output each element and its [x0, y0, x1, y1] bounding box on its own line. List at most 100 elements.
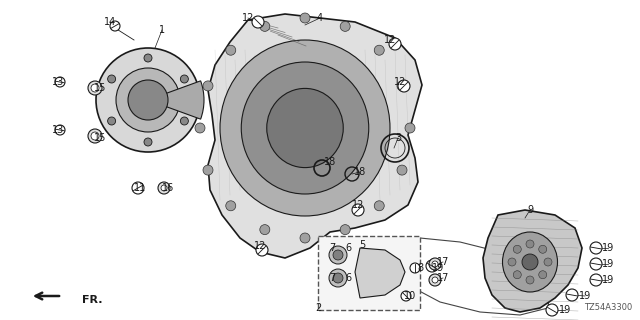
Circle shape [108, 75, 116, 83]
Text: 19: 19 [602, 243, 614, 253]
Ellipse shape [502, 232, 557, 292]
Circle shape [96, 48, 200, 152]
Text: 11: 11 [134, 183, 146, 193]
Circle shape [401, 291, 411, 301]
Circle shape [352, 204, 364, 216]
Bar [318, 236, 420, 310]
Circle shape [256, 244, 268, 256]
Circle shape [398, 80, 410, 92]
Circle shape [340, 21, 350, 31]
Circle shape [300, 13, 310, 23]
Circle shape [432, 261, 438, 267]
Text: 12: 12 [254, 241, 266, 251]
Circle shape [426, 260, 438, 272]
Circle shape [539, 271, 547, 279]
Polygon shape [355, 248, 405, 298]
Circle shape [180, 75, 188, 83]
Text: 12: 12 [352, 200, 364, 210]
Circle shape [116, 68, 180, 132]
Circle shape [513, 271, 521, 279]
Circle shape [300, 233, 310, 243]
Text: 19: 19 [579, 291, 591, 301]
Polygon shape [208, 14, 422, 258]
Text: 10: 10 [404, 291, 416, 301]
Circle shape [260, 225, 270, 235]
Circle shape [546, 304, 558, 316]
Text: 6: 6 [345, 273, 351, 283]
Text: 19: 19 [559, 305, 571, 315]
Circle shape [329, 269, 347, 287]
Text: 19: 19 [432, 263, 444, 273]
Circle shape [88, 81, 102, 95]
Circle shape [203, 81, 213, 91]
Circle shape [389, 38, 401, 50]
Ellipse shape [220, 40, 390, 216]
Ellipse shape [267, 88, 343, 168]
Circle shape [508, 258, 516, 266]
Circle shape [539, 245, 547, 253]
Text: 13: 13 [52, 77, 64, 87]
Circle shape [526, 276, 534, 284]
Circle shape [374, 201, 384, 211]
Circle shape [180, 117, 188, 125]
Circle shape [226, 201, 236, 211]
Polygon shape [483, 210, 582, 312]
Circle shape [397, 165, 407, 175]
Circle shape [374, 45, 384, 55]
Circle shape [329, 246, 347, 264]
Text: 17: 17 [437, 257, 449, 267]
Circle shape [91, 84, 99, 92]
Text: 17: 17 [437, 273, 449, 283]
Circle shape [410, 263, 420, 273]
Circle shape [544, 258, 552, 266]
Circle shape [110, 21, 120, 31]
Text: 18: 18 [324, 157, 336, 167]
Circle shape [161, 185, 167, 191]
Text: 12: 12 [242, 13, 254, 23]
Circle shape [526, 240, 534, 248]
Text: 19: 19 [602, 259, 614, 269]
Circle shape [91, 132, 99, 140]
Circle shape [88, 129, 102, 143]
Circle shape [429, 274, 441, 286]
Circle shape [590, 242, 602, 254]
Circle shape [333, 273, 343, 283]
Text: 16: 16 [162, 183, 174, 193]
Text: 1: 1 [159, 25, 165, 35]
Circle shape [513, 245, 521, 253]
Text: 13: 13 [52, 125, 64, 135]
Ellipse shape [241, 62, 369, 194]
Wedge shape [148, 81, 204, 119]
Text: 9: 9 [527, 205, 533, 215]
Circle shape [590, 258, 602, 270]
Text: 7: 7 [329, 273, 335, 283]
Circle shape [158, 182, 170, 194]
Circle shape [405, 123, 415, 133]
Circle shape [260, 21, 270, 31]
Circle shape [132, 182, 144, 194]
Circle shape [128, 80, 168, 120]
Text: 6: 6 [345, 243, 351, 253]
Circle shape [522, 254, 538, 270]
Text: FR.: FR. [82, 295, 102, 305]
Circle shape [108, 117, 116, 125]
Text: 15: 15 [94, 133, 106, 143]
Circle shape [144, 138, 152, 146]
Text: 7: 7 [329, 243, 335, 253]
Circle shape [590, 274, 602, 286]
Text: 5: 5 [359, 240, 365, 250]
Circle shape [195, 123, 205, 133]
Text: 14: 14 [104, 17, 116, 27]
Text: 19: 19 [602, 275, 614, 285]
Circle shape [144, 54, 152, 62]
Text: 2: 2 [315, 303, 321, 313]
Text: 18: 18 [354, 167, 366, 177]
Circle shape [429, 258, 441, 270]
Text: 12: 12 [384, 35, 396, 45]
Circle shape [432, 277, 438, 283]
Circle shape [397, 81, 407, 91]
Text: 3: 3 [395, 133, 401, 143]
Circle shape [55, 77, 65, 87]
Circle shape [340, 225, 350, 235]
Text: 8: 8 [417, 263, 423, 273]
